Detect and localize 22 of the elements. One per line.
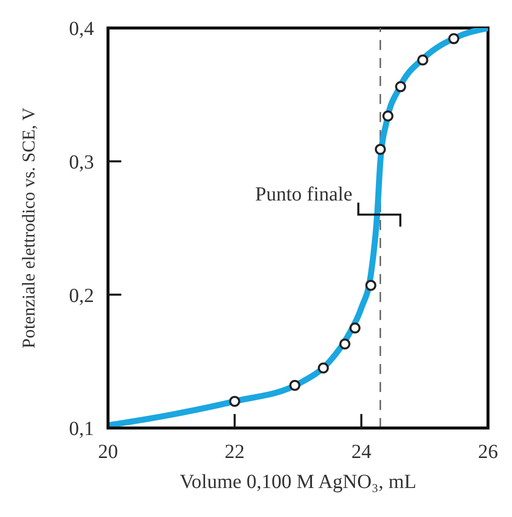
point (318, 362, 329, 374)
x-tick-label: 24 (351, 441, 372, 464)
point (365, 280, 376, 291)
y-tick-label: 0,4 (69, 18, 94, 40)
x-tick-label: 22 (224, 441, 245, 464)
point (349, 322, 361, 334)
point (395, 81, 406, 92)
point (448, 33, 460, 44)
x-tick-label: 26 (478, 441, 498, 464)
point (289, 380, 300, 391)
x-axis-title: Volume 0,100 M AgNO₃, mL (180, 471, 416, 493)
y-tick-label: 0,3 (69, 151, 94, 174)
point (374, 144, 386, 155)
x-tick-label: 20 (98, 441, 118, 464)
annotation: Punto finale (255, 184, 352, 206)
point (417, 54, 428, 66)
point (339, 338, 350, 350)
point (229, 396, 240, 407)
y-axis-title: Potenziale elettrodico vs. SCE, V (18, 108, 38, 348)
point (382, 110, 394, 122)
y-tick-label: 0,2 (69, 284, 94, 307)
y-tick-label: 0,1 (69, 418, 94, 440)
